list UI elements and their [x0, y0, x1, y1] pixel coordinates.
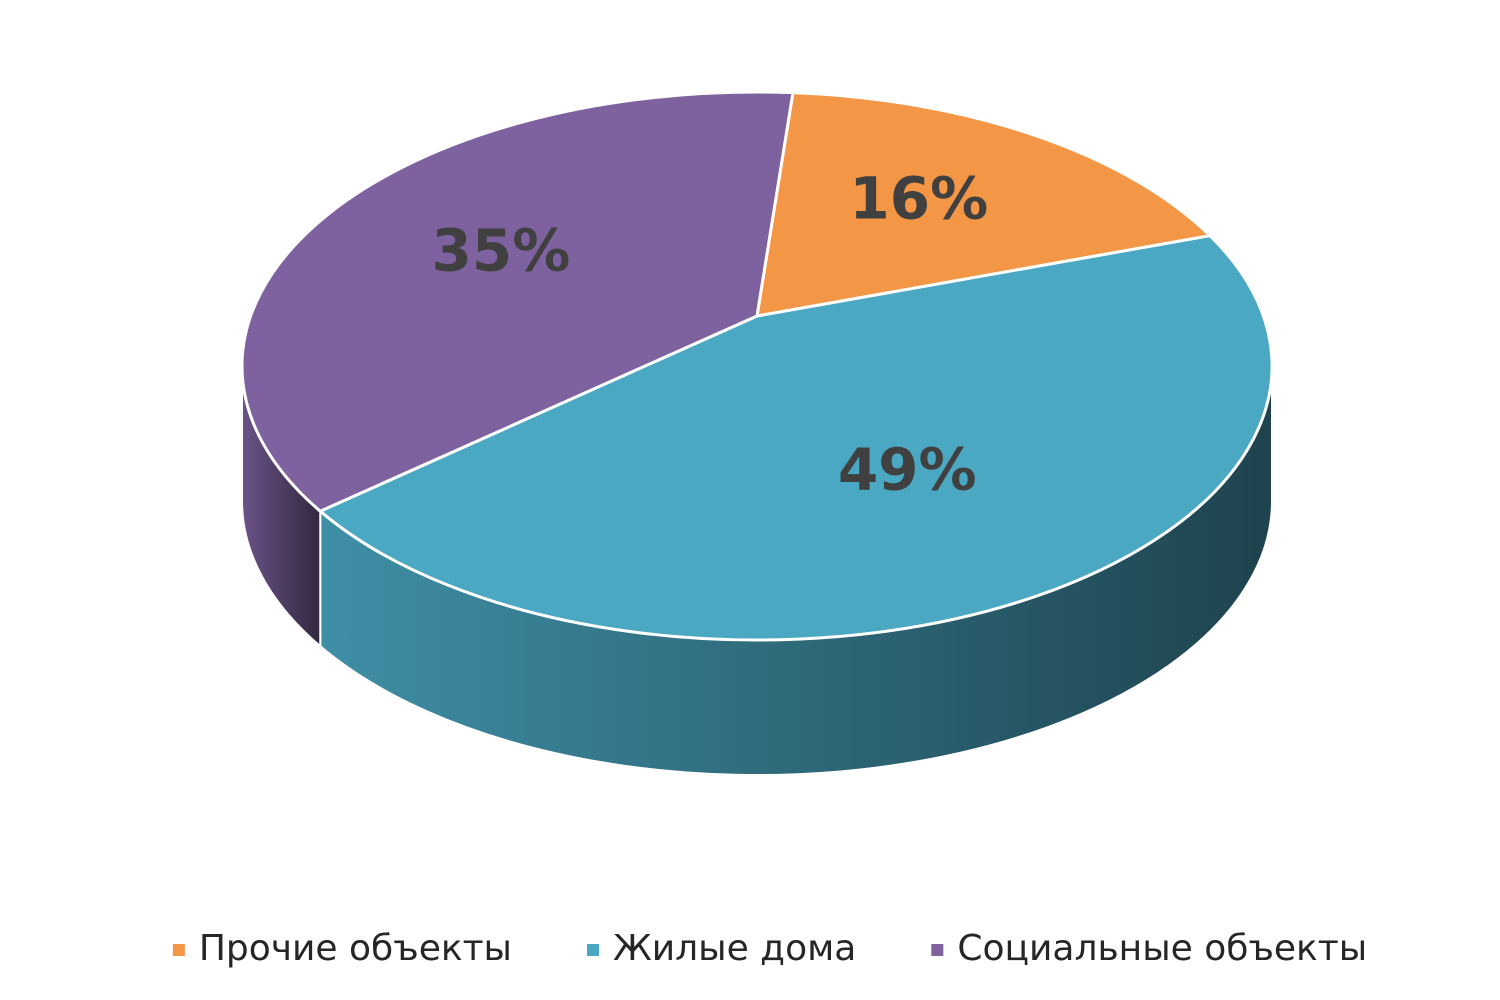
pie-slice	[755, 91, 1214, 318]
legend-item: Прочие объекты	[172, 928, 512, 969]
legend-label: Жилые дома	[613, 928, 856, 969]
legend-swatch	[172, 944, 185, 956]
data-label: 49%	[838, 435, 977, 503]
legend-label: Социальные объекты	[957, 928, 1367, 969]
data-label: 16%	[849, 165, 988, 233]
data-label: 35%	[432, 216, 571, 284]
legend-label: Прочие объекты	[199, 928, 512, 969]
pie-slice	[240, 90, 795, 513]
legend-swatch	[586, 944, 599, 956]
legend-item: Жилые дома	[586, 928, 856, 969]
legend-swatch	[931, 944, 944, 956]
legend-item: Социальные объекты	[931, 928, 1367, 969]
pie-slice	[317, 234, 1274, 642]
